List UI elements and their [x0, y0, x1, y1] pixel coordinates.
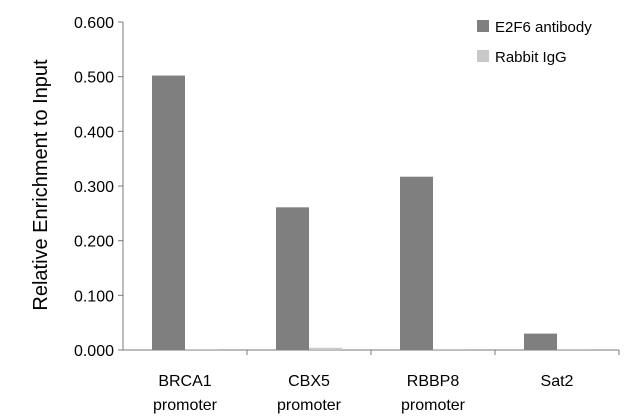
x-category-label: promoter — [277, 397, 342, 414]
bar-e2f6-antibody — [152, 75, 185, 350]
x-category-label: CBX5 — [288, 373, 330, 390]
legend: E2F6 antibody Rabbit IgG — [477, 19, 592, 66]
x-category-label: RBBP8 — [407, 373, 460, 390]
y-tick-label: 0.400 — [74, 124, 114, 141]
legend-swatch — [477, 20, 489, 32]
bars — [152, 75, 620, 355]
bar-e2f6-antibody — [524, 333, 557, 350]
y-tick-label: 0.000 — [74, 343, 114, 360]
x-category-label: promoter — [153, 397, 218, 414]
bar-e2f6-antibody — [400, 176, 433, 350]
x-category-label: Sat2 — [541, 373, 574, 390]
bar-rabbit-igg — [433, 348, 466, 350]
y-ticks: 0.000 0.100 0.200 0.300 0.400 0.500 0.600 — [74, 15, 123, 360]
y-tick-label: 0.600 — [74, 15, 114, 32]
x-category-labels: BRCA1 promoter CBX5 promoter RBBP8 promoter Sa… — [153, 373, 574, 414]
axes — [122, 22, 619, 351]
y-tick-label: 0.300 — [74, 179, 114, 196]
x-category-label: promoter — [401, 397, 466, 414]
y-tick-label: 0.100 — [74, 288, 114, 305]
y-tick-label: 0.500 — [74, 70, 114, 87]
bar-rabbit-igg — [185, 349, 218, 350]
bar-rabbit-igg — [557, 348, 590, 350]
y-tick-label: 0.200 — [74, 234, 114, 251]
legend-swatch — [477, 50, 489, 62]
y-axis-label: Relative Enrichment to Input — [30, 59, 52, 311]
legend-label: Rabbit IgG — [495, 49, 567, 66]
y-axis-title: Relative Enrichment to Input — [30, 59, 52, 311]
x-category-label: BRCA1 — [158, 373, 211, 390]
bar-e2f6-antibody — [276, 207, 309, 350]
bar-rabbit-igg — [309, 347, 342, 350]
legend-label: E2F6 antibody — [495, 19, 592, 36]
